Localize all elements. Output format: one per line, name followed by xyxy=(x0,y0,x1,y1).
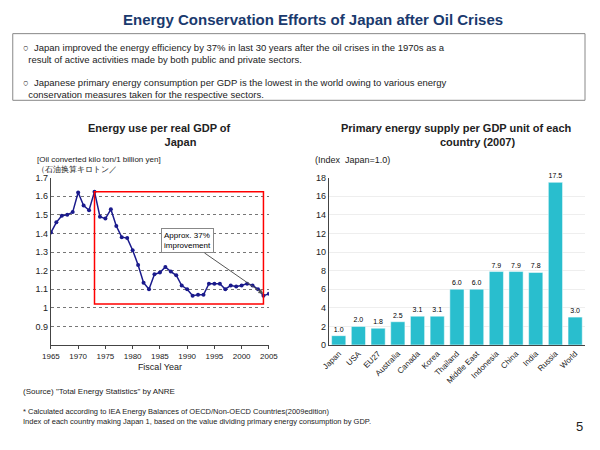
svg-text:2000: 2000 xyxy=(233,352,251,361)
svg-text:0.9: 0.9 xyxy=(36,322,49,332)
svg-text:World: World xyxy=(558,349,579,370)
svg-text:1: 1 xyxy=(43,303,48,313)
svg-text:6: 6 xyxy=(321,284,326,294)
svg-text:1975: 1975 xyxy=(97,352,115,361)
svg-text:6.0: 6.0 xyxy=(452,279,462,286)
svg-text:USA: USA xyxy=(345,349,363,367)
svg-text:1995: 1995 xyxy=(206,352,224,361)
svg-text:3.0: 3.0 xyxy=(570,307,580,314)
svg-text:(Index Japan=1.0): (Index Japan=1.0) xyxy=(315,155,390,165)
svg-text:6.0: 6.0 xyxy=(472,279,482,286)
svg-text:1.6: 1.6 xyxy=(36,191,49,201)
svg-text:10: 10 xyxy=(316,247,326,257)
svg-text:1.2: 1.2 xyxy=(36,266,49,276)
svg-text:5: 5 xyxy=(576,419,583,434)
svg-text:2.5: 2.5 xyxy=(393,312,403,319)
svg-text:(Source) "Total Energy Statist: (Source) "Total Energy Statistics" by AN… xyxy=(23,387,175,396)
svg-text:* Calculated according to IEA: * Calculated according to IEA Energy Bal… xyxy=(23,407,371,426)
svg-text:0: 0 xyxy=(321,340,326,350)
svg-text:7.9: 7.9 xyxy=(491,262,501,269)
svg-text:17.5: 17.5 xyxy=(549,172,563,179)
svg-text:1965: 1965 xyxy=(42,352,60,361)
svg-text:○ Japan improved the energy e: ○ Japan improved the energy efficiency b… xyxy=(23,42,445,65)
svg-text:1970: 1970 xyxy=(69,352,87,361)
svg-text:Energy Conservation Efforts of: Energy Conservation Efforts of Japan aft… xyxy=(123,11,503,28)
svg-text:3.1: 3.1 xyxy=(413,306,423,313)
svg-text:2: 2 xyxy=(321,322,326,332)
svg-text:1.4: 1.4 xyxy=(36,229,49,239)
svg-text:12: 12 xyxy=(316,229,326,239)
svg-text:1985: 1985 xyxy=(151,352,169,361)
svg-text:7.8: 7.8 xyxy=(531,262,541,269)
svg-text:Australia: Australia xyxy=(374,349,403,378)
svg-text:Russia: Russia xyxy=(536,349,560,373)
svg-text:EU27: EU27 xyxy=(362,349,383,370)
svg-text:Canada: Canada xyxy=(396,349,423,376)
svg-text:Thailand: Thailand xyxy=(433,349,461,377)
svg-text:Approx. 37%improvement: Approx. 37%improvement xyxy=(164,231,211,250)
svg-text:1.7: 1.7 xyxy=(36,173,49,183)
svg-text:18: 18 xyxy=(316,173,326,183)
svg-text:1990: 1990 xyxy=(178,352,196,361)
svg-text:[Oil converted kilo ton/1 bill: [Oil converted kilo ton/1 billion yen]（石… xyxy=(37,155,161,174)
svg-text:2005: 2005 xyxy=(260,352,278,361)
svg-text:Japan: Japan xyxy=(321,349,343,371)
svg-text:Korea: Korea xyxy=(420,349,442,371)
svg-text:1.3: 1.3 xyxy=(36,247,49,257)
svg-text:Middle East: Middle East xyxy=(445,349,481,385)
svg-text:16: 16 xyxy=(316,191,326,201)
svg-text:India: India xyxy=(521,349,540,368)
svg-text:Indonesia: Indonesia xyxy=(470,349,501,380)
svg-text:1.0: 1.0 xyxy=(334,326,344,333)
svg-text:1.5: 1.5 xyxy=(36,210,49,220)
svg-text:4: 4 xyxy=(321,303,326,313)
svg-text:8: 8 xyxy=(321,266,326,276)
svg-text:Fiscal Year: Fiscal Year xyxy=(138,362,182,372)
svg-text:1.1: 1.1 xyxy=(36,284,49,294)
svg-text:2.0: 2.0 xyxy=(353,316,363,323)
svg-text:7.9: 7.9 xyxy=(511,262,521,269)
svg-text:14: 14 xyxy=(316,210,326,220)
svg-text:1980: 1980 xyxy=(124,352,142,361)
svg-text:○ Japanese primary energy con: ○ Japanese primary energy consumption pe… xyxy=(23,77,446,100)
svg-text:Energy use per real GDP of: Energy use per real GDP of Japan xyxy=(88,122,231,148)
svg-text:Primary energy supply per GDP: Primary energy supply per GDP unit of ea… xyxy=(341,122,572,148)
svg-text:3.1: 3.1 xyxy=(432,306,442,313)
svg-text:1.8: 1.8 xyxy=(373,318,383,325)
svg-text:China: China xyxy=(499,349,521,371)
